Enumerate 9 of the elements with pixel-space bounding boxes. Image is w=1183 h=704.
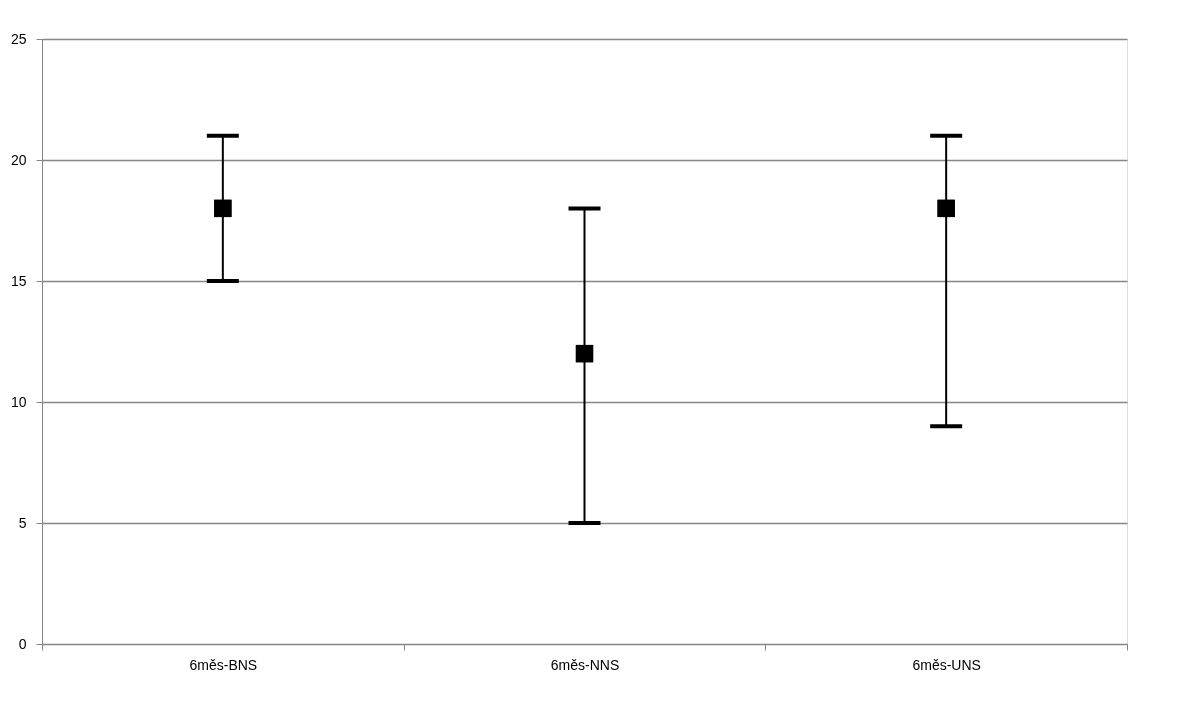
y-tick-label: 20	[10, 151, 27, 168]
y-tick-label: 25	[10, 30, 27, 47]
y-tick-label: 10	[10, 393, 27, 410]
x-tick-label: 6měs-UNS	[912, 656, 981, 673]
y-tick-label: 5	[18, 514, 27, 531]
x-tick-label: 6měs-BNS	[189, 656, 258, 673]
y-tick-label: 0	[18, 635, 27, 652]
x-tick-label: 6měs-NNS	[550, 656, 620, 673]
y-tick-label: 15	[10, 272, 27, 289]
